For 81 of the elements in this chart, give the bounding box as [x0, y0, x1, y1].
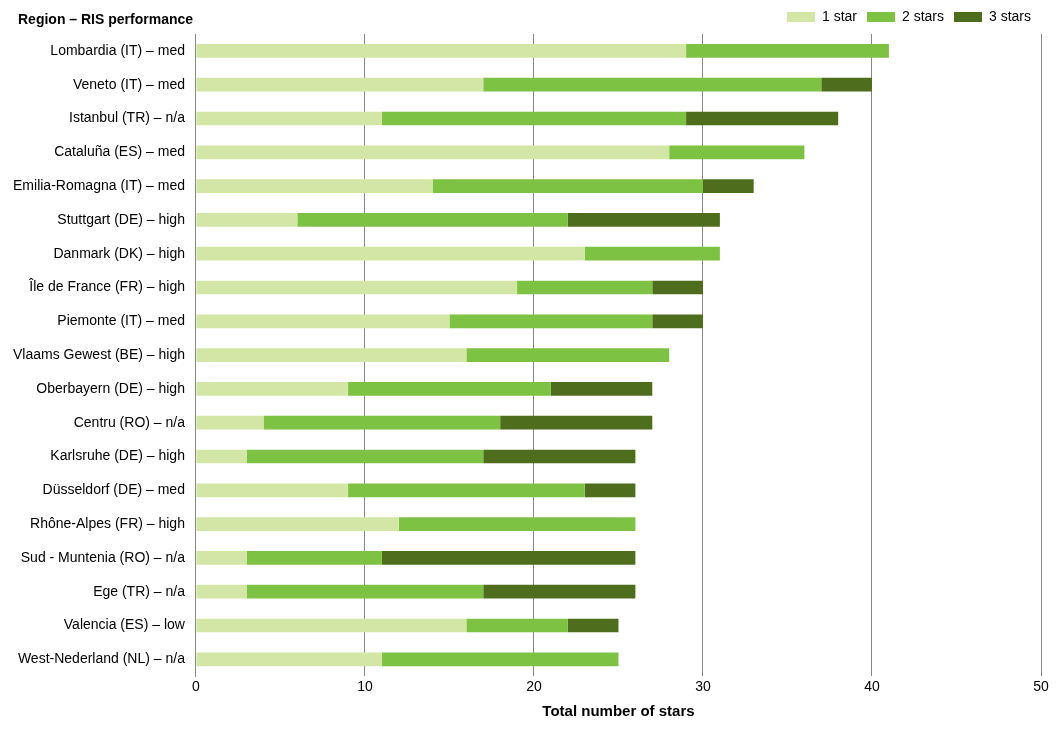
bar [652, 280, 703, 295]
bar [686, 44, 889, 58]
y-tick-label: Valencia (ES) – low [63, 616, 186, 633]
bar [196, 77, 484, 92]
bar [263, 415, 501, 430]
y-tick-label: West-Nederland (NL) – n/a [17, 650, 186, 667]
bar [584, 483, 636, 498]
bar [466, 618, 568, 633]
y-tick-label: Düsseldorf (DE) – med [42, 481, 185, 498]
y-tick-label: Rhône-Alpes (FR) – high [30, 514, 185, 531]
bar [483, 449, 636, 464]
bar [466, 348, 670, 362]
y-tick-label: Veneto (IT) – med [72, 75, 185, 92]
y-tick-label: Vlaams Gewest (BE) – high [12, 345, 185, 362]
bar [196, 517, 399, 531]
bar [196, 449, 247, 464]
x-tick-label: 30 [695, 678, 711, 695]
bar [652, 314, 703, 329]
bar [567, 618, 619, 633]
bar [517, 280, 653, 295]
bar [246, 449, 484, 464]
bar [297, 213, 568, 227]
bar [196, 652, 382, 667]
bar [196, 348, 467, 362]
bar [196, 246, 585, 261]
y-axis-title: Region – RIS performance [18, 10, 194, 27]
bar [483, 77, 822, 92]
bar [449, 314, 653, 329]
x-axis-title: Total number of stars [542, 702, 695, 720]
bar [196, 111, 382, 126]
y-tick-label: Cataluña (ES) – med [54, 143, 185, 160]
x-tick-label: 40 [864, 678, 880, 695]
y-tick-label: Stuttgart (DE) – high [57, 210, 185, 227]
bar [821, 77, 872, 92]
bar [381, 551, 636, 565]
bar [432, 179, 703, 193]
bar [196, 280, 518, 295]
bar [246, 584, 484, 599]
bar [196, 179, 433, 193]
y-tick-label: Oberbayern (DE) – high [36, 379, 185, 396]
y-tick-label: Karlsruhe (DE) – high [50, 447, 185, 464]
bar [398, 517, 636, 531]
x-tick-label: 50 [1033, 678, 1049, 695]
bar [196, 145, 670, 160]
bar [686, 111, 839, 126]
bar [500, 415, 653, 430]
y-tick-label: Ege (TR) – n/a [93, 582, 186, 599]
bar [196, 584, 247, 599]
x-tick-label: 10 [357, 678, 373, 695]
bar [381, 652, 619, 667]
bar [584, 246, 720, 261]
bar [669, 145, 805, 160]
bar [567, 213, 720, 227]
bar [348, 382, 551, 396]
bar [702, 179, 754, 193]
y-tick-label: Danmark (DK) – high [53, 244, 185, 261]
bar [196, 551, 247, 565]
bar [246, 551, 382, 565]
y-tick-label: Piemonte (IT) – med [57, 312, 185, 329]
x-tick-label: 0 [192, 678, 201, 695]
bar [196, 618, 467, 633]
bar [196, 415, 264, 430]
y-tick-label: Île de France (FR) – high [28, 278, 185, 295]
bar [196, 483, 349, 498]
bar [348, 483, 585, 498]
bar [550, 382, 653, 396]
bar [196, 382, 349, 396]
legend-label: 1 star [821, 7, 858, 24]
bar [381, 111, 687, 126]
bar [196, 314, 450, 329]
y-tick-label: Lombardia (IT) – med [50, 41, 185, 58]
x-tick-label: 20 [526, 678, 542, 695]
y-tick-label: Istanbul (TR) – n/a [69, 109, 186, 126]
y-tick-label: Emilia-Romagna (IT) – med [13, 176, 185, 193]
legend-label: 3 stars [988, 7, 1031, 24]
bar [483, 584, 636, 599]
bar [196, 44, 687, 58]
y-tick-label: Sud - Muntenia (RO) – n/a [20, 548, 186, 565]
legend-label: 2 stars [901, 7, 944, 24]
bar [196, 213, 298, 227]
y-tick-label: Centru (RO) – n/a [73, 413, 186, 430]
